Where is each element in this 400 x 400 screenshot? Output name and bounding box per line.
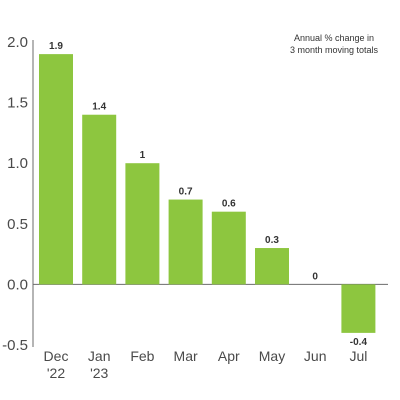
bar [212,212,246,285]
y-tick-label: 0.0 [7,276,28,293]
y-tick-label: 1.0 [7,155,28,172]
x-tick-label: '23 [90,365,108,381]
bar-value-label: 0.6 [222,199,236,210]
x-tick-label: Jan [88,348,111,364]
y-tick-label: -0.5 [2,337,28,354]
bars [39,54,375,333]
x-tick-label: Apr [218,348,240,364]
x-axis-tick-labels: Dec'22 Jan'23 Feb Mar Apr May Jun Jul [44,348,368,381]
y-tick-label: 1.5 [7,95,28,112]
x-tick-label: Jun [304,348,327,364]
bar-value-label: 1 [140,150,146,161]
y-tick-label: 2.0 [7,34,28,51]
x-tick-label: Mar [174,348,198,364]
bar-value-label: 0 [312,271,318,282]
x-tick-label: '22 [47,365,65,381]
x-tick-label: Dec [44,348,69,364]
y-tick-label: 0.5 [7,216,28,233]
bar [39,54,73,284]
bar [82,115,116,285]
y-axis-tick-labels: 2.0 1.5 1.0 0.5 0.0 -0.5 [2,34,28,354]
bar [341,284,375,332]
chart-annotation-line-2: 3 month moving totals [290,45,379,55]
bar-value-label: 0.7 [179,187,193,198]
bar [169,200,203,285]
x-tick-label: May [259,348,285,364]
bar-value-label: 0.3 [265,235,279,246]
bar [125,163,159,284]
bar [255,248,289,284]
x-tick-label: Jul [349,348,367,364]
chart-annotation-line-1: Annual % change in [294,33,374,43]
bar-value-label: 1.4 [92,102,106,113]
bar-value-label: -0.4 [350,337,368,348]
bar-value-label: 1.9 [49,41,63,52]
x-tick-label: Feb [130,348,154,364]
